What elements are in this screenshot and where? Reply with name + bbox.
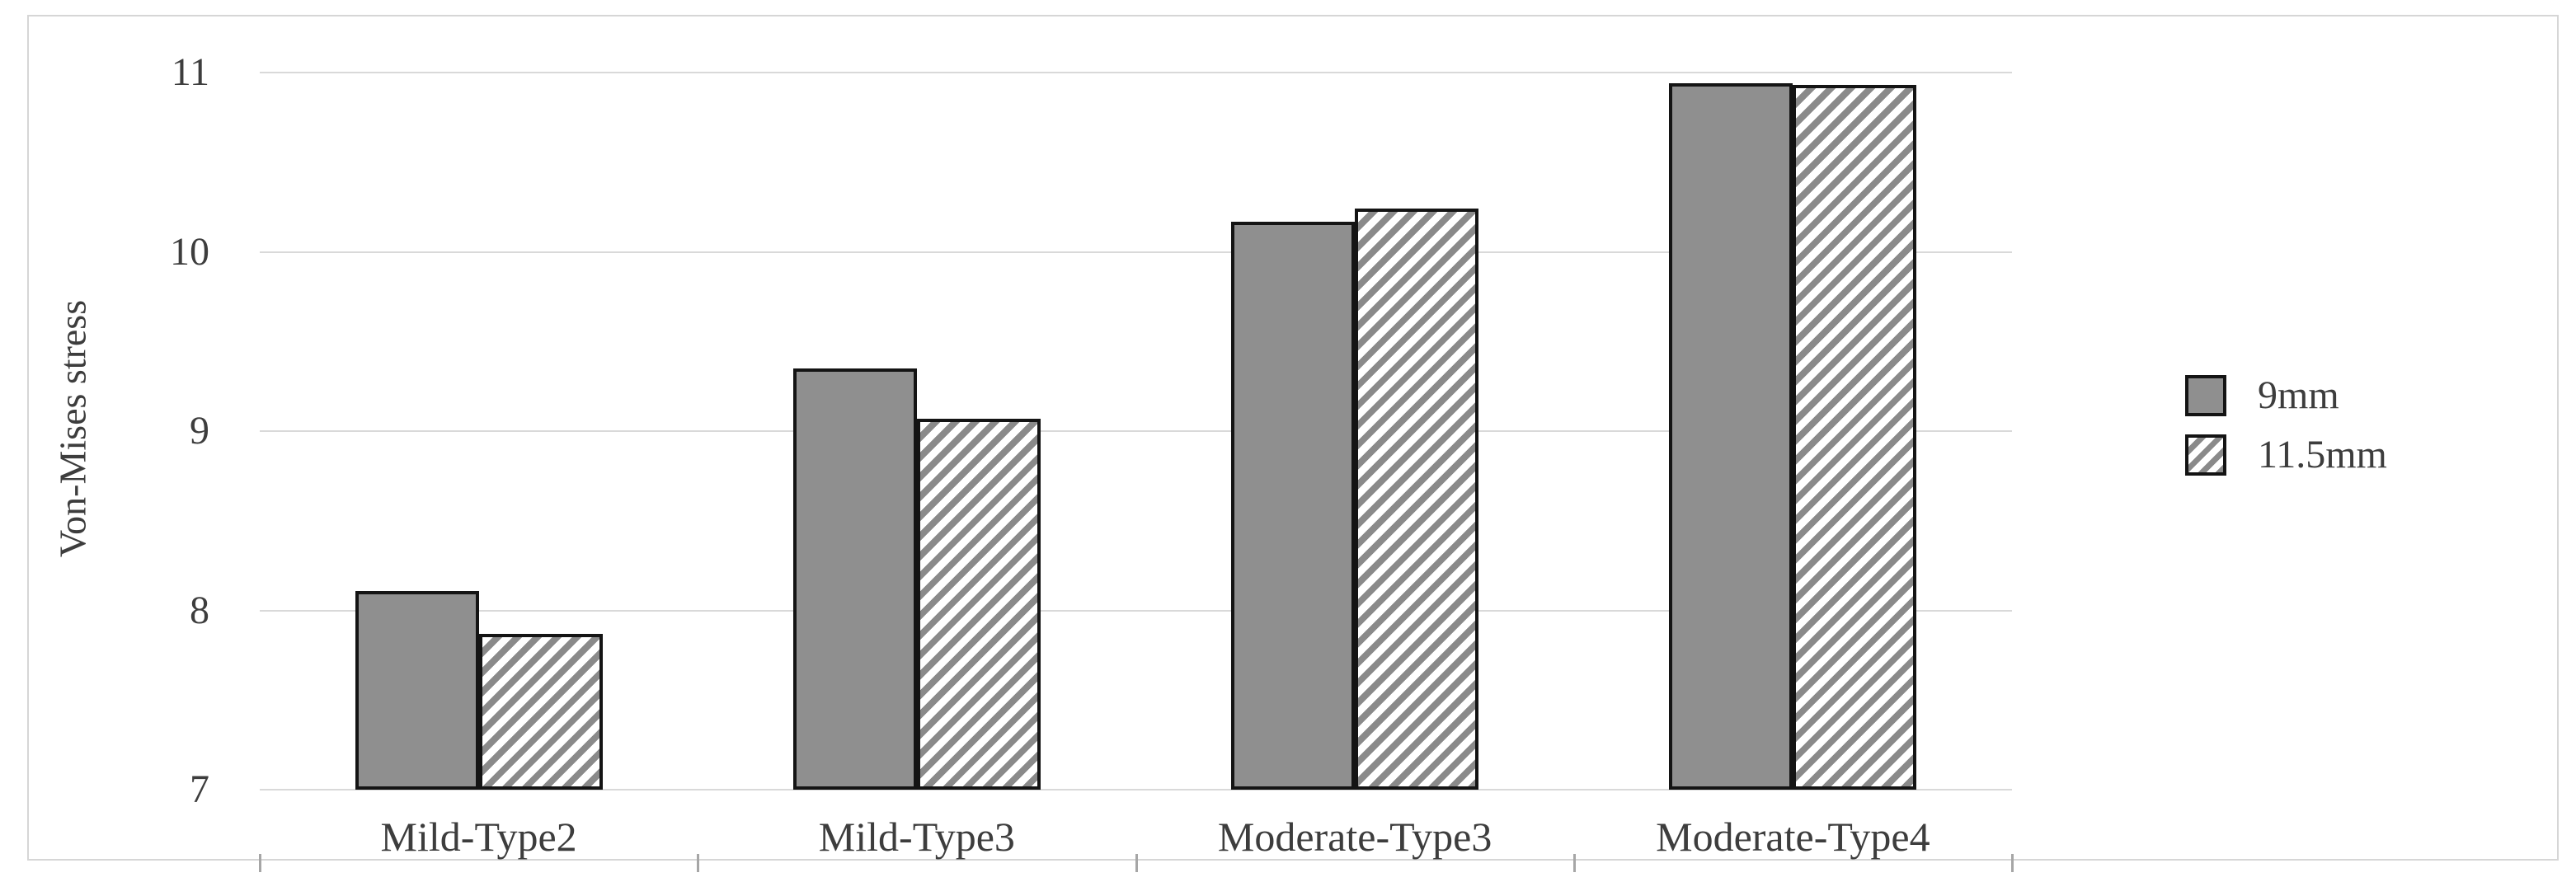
y-axis-tick-label: 11: [171, 50, 209, 94]
bar-9mm-mild-type2: [355, 590, 479, 790]
gridline: [260, 430, 2012, 432]
legend-swatch-hatched-icon: [2185, 434, 2226, 476]
legend-label: 9mm: [2258, 373, 2339, 417]
x-axis-tick-mark: [2011, 854, 2014, 872]
bar-11.5mm-mild-type2: [478, 633, 603, 790]
y-axis-tick-label: 9: [190, 409, 209, 453]
x-axis-tick-mark: [1135, 854, 1138, 872]
bar-9mm-moderate-type4: [1669, 83, 1793, 790]
y-axis-tick-label: 8: [190, 588, 209, 632]
gridline: [260, 609, 2012, 612]
bar-11.5mm-moderate-type4: [1793, 85, 1917, 790]
x-axis-category-label: Mild-Type3: [818, 814, 1015, 860]
x-axis-tick-mark: [1572, 854, 1576, 872]
gridline: [260, 72, 2012, 73]
x-axis-category-label: Moderate-Type4: [1656, 814, 1930, 860]
x-axis-tick-mark: [259, 854, 261, 872]
legend: 9mm 11.5mm: [2185, 373, 2387, 478]
legend-label: 11.5mm: [2258, 433, 2387, 476]
bar-9mm-moderate-type3: [1231, 221, 1356, 790]
x-axis-category-label: Mild-Type2: [380, 814, 577, 860]
bar-9mm-mild-type3: [792, 368, 917, 790]
legend-item-9mm: 9mm: [2185, 373, 2387, 419]
bar-11.5mm-mild-type3: [916, 418, 1041, 790]
bar-11.5mm-moderate-type3: [1355, 209, 1479, 790]
gridline: [260, 789, 2012, 791]
y-axis-tick-label: 10: [170, 229, 209, 274]
y-axis-tick-label: 7: [190, 767, 209, 811]
gridline: [260, 251, 2012, 253]
legend-item-11-5mm: 11.5mm: [2185, 432, 2387, 478]
x-axis-tick-mark: [697, 854, 700, 872]
x-axis-category-label: Moderate-Type3: [1217, 814, 1492, 860]
legend-swatch-solid-icon: [2185, 375, 2226, 416]
